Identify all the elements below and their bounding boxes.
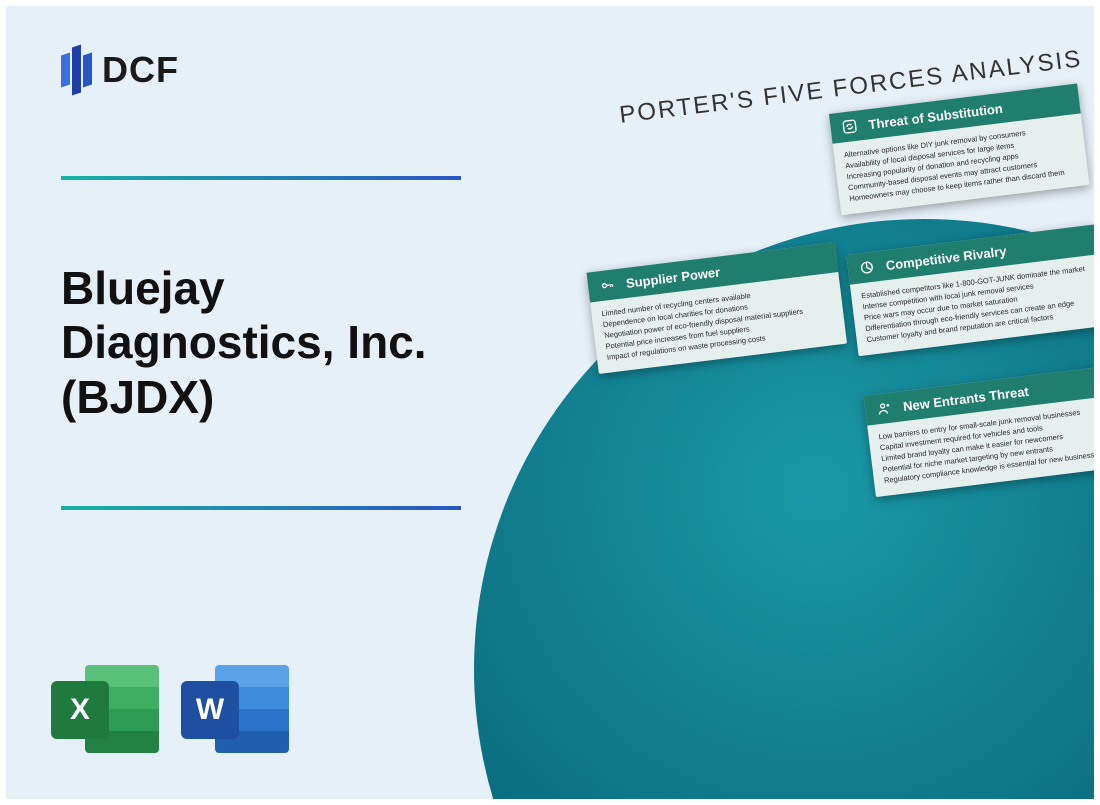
- brand-logo-mark: [61, 46, 92, 94]
- key-icon: [597, 275, 617, 295]
- brand-logo: DCF: [61, 46, 179, 94]
- divider-bottom: [61, 506, 461, 510]
- page-title: Bluejay Diagnostics, Inc. (BJDX): [61, 261, 491, 424]
- excel-badge: X: [51, 681, 109, 739]
- excel-icon: X: [51, 659, 159, 759]
- divider-top: [61, 176, 461, 180]
- card-title: Supplier Power: [625, 264, 721, 290]
- card-threat-substitution: Threat of Substitution Alternative optio…: [829, 84, 1090, 216]
- canvas: DCF Bluejay Diagnostics, Inc. (BJDX) X W…: [6, 6, 1094, 799]
- pie-icon: [857, 258, 877, 278]
- brand-name: DCF: [102, 49, 179, 91]
- user-plus-icon: [874, 398, 894, 418]
- word-badge: W: [181, 681, 239, 739]
- app-icons: X W: [51, 659, 289, 759]
- refresh-icon: [840, 117, 860, 137]
- word-icon: W: [181, 659, 289, 759]
